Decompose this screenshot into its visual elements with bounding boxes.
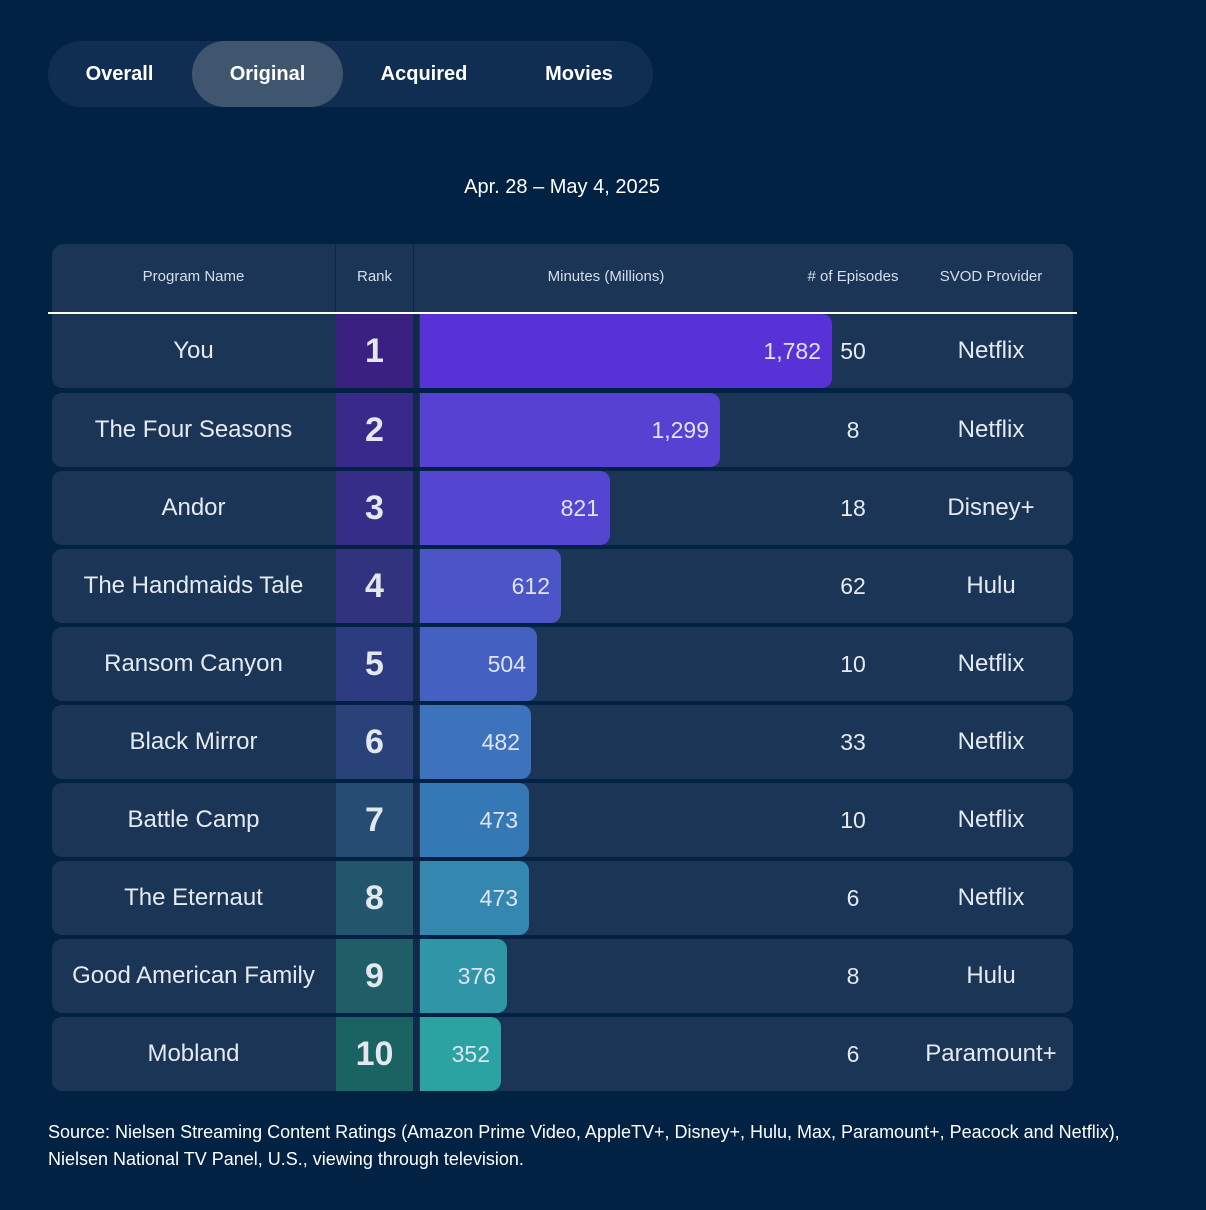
episodes-cell: 10 <box>840 807 866 833</box>
episodes-cell: 6 <box>846 1041 860 1067</box>
rank-divider <box>413 314 419 388</box>
rank-divider <box>413 393 419 467</box>
program-name: The Four Seasons <box>94 416 293 443</box>
header-minutes: Minutes (Millions) <box>547 268 665 285</box>
rank-cell: 9 <box>336 939 413 1013</box>
header-provider: SVOD Provider <box>939 268 1043 285</box>
provider-cell: Netflix <box>957 806 1025 833</box>
minutes-bar <box>420 939 507 1013</box>
rank-cell: 5 <box>336 627 413 701</box>
minutes-bar <box>420 1017 501 1091</box>
tab-acquired[interactable]: Acquired <box>380 63 468 85</box>
table-row: The Eternaut 8 473 6 Netflix <box>52 861 1073 935</box>
provider-cell: Paramount+ <box>925 1040 1057 1067</box>
tab-original[interactable]: Original <box>192 41 343 107</box>
minutes-value-label: 1,299 <box>651 417 709 443</box>
episodes-cell: 50 <box>840 338 866 364</box>
program-name: Andor <box>161 494 226 521</box>
provider-cell: Netflix <box>957 416 1025 443</box>
rank-cell: 8 <box>336 861 413 935</box>
minutes-value-label: 473 <box>479 885 518 911</box>
provider-cell: Hulu <box>966 572 1016 599</box>
provider-cell: Netflix <box>957 884 1025 911</box>
program-name: You <box>173 337 214 364</box>
tab-movies[interactable]: Movies <box>545 63 613 85</box>
header-episodes: # of Episodes <box>807 268 899 285</box>
table-row: Andor 3 821 18 Disney+ <box>52 471 1073 545</box>
rank-cell: 4 <box>336 549 413 623</box>
rank-cell: 6 <box>336 705 413 779</box>
minutes-value-label: 821 <box>560 495 599 521</box>
episodes-cell: 62 <box>840 573 866 599</box>
episodes-cell: 8 <box>846 417 860 443</box>
minutes-bar <box>420 471 610 545</box>
rank-divider <box>413 471 419 545</box>
program-name: Black Mirror <box>129 728 258 755</box>
rank-cell: 10 <box>336 1017 413 1091</box>
table-row: Ransom Canyon 5 504 10 Netflix <box>52 627 1073 701</box>
provider-cell: Netflix <box>957 728 1025 755</box>
rank-cell: 3 <box>336 471 413 545</box>
provider-cell: Hulu <box>966 962 1016 989</box>
minutes-bar <box>420 627 537 701</box>
header-underline <box>48 312 1077 314</box>
minutes-bar <box>420 549 561 623</box>
header-program-name: Program Name <box>142 268 245 285</box>
tab-overall[interactable]: Overall <box>85 63 154 85</box>
minutes-bar <box>420 705 531 779</box>
header-rank: Rank <box>356 268 393 285</box>
rank-cell: 1 <box>336 314 413 388</box>
episodes-cell: 33 <box>840 729 866 755</box>
header-divider <box>413 244 414 313</box>
table-row: Good American Family 9 376 8 Hulu <box>52 939 1073 1013</box>
minutes-value-label: 376 <box>457 963 496 989</box>
rank-divider <box>413 783 419 857</box>
rank-divider <box>413 705 419 779</box>
minutes-value-label: 612 <box>511 573 550 599</box>
rank-cell: 2 <box>336 393 413 467</box>
table-row: Mobland 10 352 6 Paramount+ <box>52 1017 1073 1091</box>
rank-divider <box>413 939 419 1013</box>
provider-cell: Netflix <box>957 650 1025 677</box>
rank-divider <box>413 861 419 935</box>
minutes-bar <box>420 314 832 388</box>
date-range: Apr. 28 – May 4, 2025 <box>464 176 660 198</box>
table-header: Program Name Rank Minutes (Millions) # o… <box>52 244 1073 313</box>
table-row: Black Mirror 6 482 33 Netflix <box>52 705 1073 779</box>
rank-divider <box>413 627 419 701</box>
minutes-value-label: 482 <box>481 729 520 755</box>
minutes-value-label: 352 <box>451 1041 490 1067</box>
minutes-bar <box>420 861 529 935</box>
provider-cell: Netflix <box>957 337 1025 364</box>
minutes-value-label: 504 <box>487 651 526 677</box>
program-name: Battle Camp <box>127 806 260 833</box>
rank-cell: 7 <box>336 783 413 857</box>
episodes-cell: 6 <box>846 885 860 911</box>
minutes-value-label: 473 <box>479 807 518 833</box>
program-name: Ransom Canyon <box>104 650 283 677</box>
minutes-value-label: 1,782 <box>763 338 821 364</box>
table-row: The Handmaids Tale 4 612 62 Hulu <box>52 549 1073 623</box>
table-row: The Four Seasons 2 1,299 8 Netflix <box>52 393 1073 467</box>
minutes-bar <box>420 783 529 857</box>
source-note: Source: Nielsen Streaming Content Rating… <box>48 1122 1120 1169</box>
rank-divider <box>413 549 419 623</box>
table-row: Battle Camp 7 473 10 Netflix <box>52 783 1073 857</box>
header-divider <box>335 244 336 313</box>
program-name: The Eternaut <box>124 884 263 911</box>
provider-cell: Disney+ <box>947 494 1035 521</box>
program-name: Mobland <box>147 1040 240 1067</box>
program-name: The Handmaids Tale <box>83 572 304 599</box>
episodes-cell: 10 <box>840 651 866 677</box>
program-name: Good American Family <box>72 962 315 989</box>
rank-divider <box>413 1017 419 1091</box>
episodes-cell: 18 <box>840 495 866 521</box>
episodes-cell: 8 <box>846 963 860 989</box>
category-tabs: Overall Original Acquired Movies <box>48 41 653 107</box>
minutes-bar <box>420 393 720 467</box>
table-row: You 1 1,782 50 Netflix <box>52 314 1073 388</box>
